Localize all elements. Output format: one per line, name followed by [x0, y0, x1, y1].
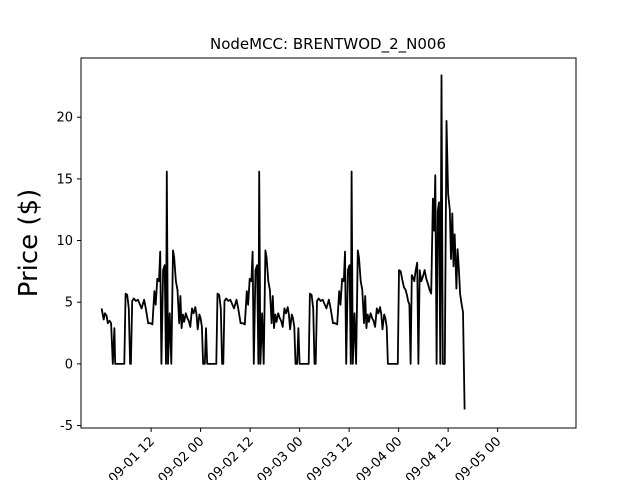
y-tick-label: 20 [56, 111, 73, 126]
axes-frame [80, 57, 577, 429]
y-tick-label: 15 [56, 172, 73, 187]
y-tick-label: 0 [65, 357, 73, 372]
y-tick-label: 10 [56, 234, 73, 249]
chart-title: NodeMCC: BRENTWOD_2_N006 [210, 35, 446, 54]
y-axis-label: Price ($) [14, 189, 44, 298]
y-tick-label: 5 [65, 296, 73, 311]
series-line-0 [100, 74, 466, 410]
y-tick-label: -5 [60, 419, 73, 434]
